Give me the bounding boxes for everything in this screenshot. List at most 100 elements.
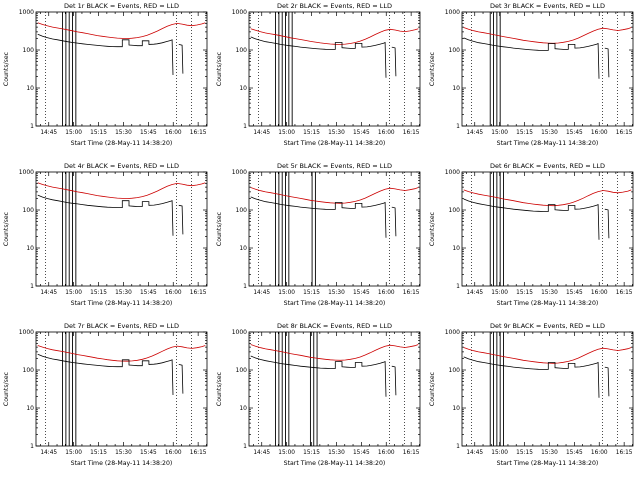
x-tick-label: 15:00 — [65, 450, 82, 456]
x-tick-label: 15:30 — [541, 290, 558, 296]
y-tick-label: 1000 — [445, 169, 460, 176]
plot-title: Det 9r BLACK = Events, RED = LLD — [490, 322, 605, 330]
x-tick-label: 14:45 — [40, 130, 57, 136]
y-tick-label: 1000 — [232, 329, 247, 336]
subplot-svg: Det 8r BLACK = Events, RED = LLD 14:45 15:… — [216, 322, 421, 467]
y-tick-label: 100 — [449, 367, 461, 374]
y-tick-label: 100 — [236, 207, 248, 214]
events-line — [604, 208, 610, 239]
x-tick-label: 14:45 — [466, 450, 483, 456]
plot-frame — [461, 331, 634, 447]
y-tick-label: 100 — [23, 367, 35, 374]
plot-frame — [461, 11, 634, 127]
subplot-svg: Det 5r BLACK = Events, RED = LLD 14:45 15:… — [216, 162, 421, 307]
x-tick-label: 16:00 — [165, 450, 182, 456]
x-tick-label: 15:00 — [278, 290, 295, 296]
y-tick-label: 1 — [456, 283, 460, 290]
y-axis-label: Counts/sec — [429, 51, 436, 86]
x-tick-label: 15:00 — [65, 130, 82, 136]
plot-title: Det 6r BLACK = Events, RED = LLD — [490, 162, 605, 170]
plot-frame — [248, 171, 421, 287]
x-tick-label: 15:00 — [491, 450, 508, 456]
x-tick-label: 15:30 — [541, 450, 558, 456]
events-line — [250, 196, 387, 238]
x-tick-label: 16:00 — [378, 450, 395, 456]
plot-title: Det 1r BLACK = Events, RED = LLD — [64, 2, 179, 10]
y-tick-label: 1 — [30, 123, 34, 130]
y-tick-label: 10 — [26, 405, 34, 412]
events-line — [463, 198, 600, 240]
y-axis-label: Counts/sec — [216, 211, 223, 246]
y-tick-label: 10 — [452, 405, 460, 412]
plot-frame — [35, 331, 208, 447]
subplot-svg: Det 3r BLACK = Events, RED = LLD 14:45 15:… — [429, 2, 634, 147]
x-tick-label: 15:30 — [115, 450, 132, 456]
x-tick-label: 15:15 — [303, 450, 320, 456]
y-tick-label: 100 — [23, 47, 35, 54]
subplot-svg: Det 6r BLACK = Events, RED = LLD 14:45 15:… — [429, 162, 634, 307]
x-tick-label: 16:00 — [591, 130, 608, 136]
plot-frame — [35, 171, 208, 287]
x-tick-label: 15:45 — [140, 130, 157, 136]
plot-frame — [248, 11, 421, 127]
y-axis-label: Counts/sec — [216, 51, 223, 86]
x-tick-label: 15:45 — [566, 290, 583, 296]
x-tick-label: 16:00 — [378, 130, 395, 136]
y-tick-label: 100 — [236, 47, 248, 54]
x-axis-label: Start Time (28-May-11 14:38:20) — [284, 460, 386, 467]
x-tick-label: 15:30 — [115, 130, 132, 136]
plot-title: Det 2r BLACK = Events, RED = LLD — [277, 2, 392, 10]
subplot-det-5r: Det 5r BLACK = Events, RED = LLD 14:45 15:… — [213, 160, 426, 320]
subplot-det-3r: Det 3r BLACK = Events, RED = LLD 14:45 15:… — [426, 0, 640, 160]
x-tick-label: 14:45 — [253, 130, 270, 136]
x-tick-label: 16:15 — [616, 290, 633, 296]
x-tick-label: 15:45 — [353, 130, 370, 136]
events-line — [178, 44, 184, 74]
y-tick-label: 10 — [452, 245, 460, 252]
x-tick-label: 15:30 — [328, 450, 345, 456]
x-tick-label: 16:15 — [616, 130, 633, 136]
x-tick-label: 15:00 — [278, 130, 295, 136]
subplot-det-4r: Det 4r BLACK = Events, RED = LLD 14:45 15:… — [0, 160, 213, 320]
x-tick-label: 16:15 — [403, 450, 420, 456]
x-tick-label: 15:00 — [491, 130, 508, 136]
y-tick-label: 1 — [456, 443, 460, 450]
events-line — [250, 355, 387, 397]
plot-frame — [35, 11, 208, 127]
x-tick-label: 16:00 — [591, 450, 608, 456]
plot-title: Det 8r BLACK = Events, RED = LLD — [277, 322, 392, 330]
y-tick-label: 100 — [449, 207, 461, 214]
y-tick-label: 1000 — [445, 329, 460, 336]
subplot-svg: Det 7r BLACK = Events, RED = LLD 14:45 15:… — [3, 322, 208, 467]
y-tick-label: 10 — [239, 405, 247, 412]
y-tick-label: 1 — [456, 123, 460, 130]
y-tick-label: 1000 — [19, 9, 34, 16]
x-axis-label: Start Time (28-May-11 14:38:20) — [284, 140, 386, 147]
y-tick-label: 1000 — [445, 9, 460, 16]
y-tick-label: 10 — [452, 85, 460, 92]
events-line — [391, 365, 397, 396]
subplot-svg: Det 1r BLACK = Events, RED = LLD 14:45 15:… — [3, 2, 208, 147]
y-axis-label: Counts/sec — [216, 371, 223, 406]
x-axis-label: Start Time (28-May-11 14:38:20) — [71, 300, 173, 307]
y-tick-label: 1 — [243, 123, 247, 130]
x-tick-label: 15:45 — [566, 450, 583, 456]
plot-title: Det 5r BLACK = Events, RED = LLD — [277, 162, 392, 170]
x-tick-label: 15:15 — [516, 450, 533, 456]
y-axis-label: Counts/sec — [3, 211, 10, 246]
y-tick-label: 10 — [239, 85, 247, 92]
plot-frame — [248, 331, 421, 447]
x-tick-label: 14:45 — [40, 290, 57, 296]
plot-title: Det 4r BLACK = Events, RED = LLD — [64, 162, 179, 170]
events-line — [250, 36, 387, 78]
y-tick-label: 10 — [26, 85, 34, 92]
subplot-det-6r: Det 6r BLACK = Events, RED = LLD 14:45 15:… — [426, 160, 640, 320]
plot-title: Det 7r BLACK = Events, RED = LLD — [64, 322, 179, 330]
events-line — [391, 46, 397, 77]
subplot-svg: Det 2r BLACK = Events, RED = LLD 14:45 15:… — [216, 2, 421, 147]
lld-line — [37, 182, 206, 200]
events-line — [37, 33, 174, 76]
x-tick-label: 15:45 — [353, 450, 370, 456]
x-tick-label: 14:45 — [253, 290, 270, 296]
